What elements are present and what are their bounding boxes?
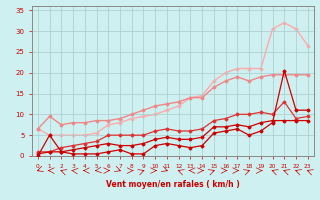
X-axis label: Vent moyen/en rafales ( km/h ): Vent moyen/en rafales ( km/h ) <box>106 180 240 189</box>
